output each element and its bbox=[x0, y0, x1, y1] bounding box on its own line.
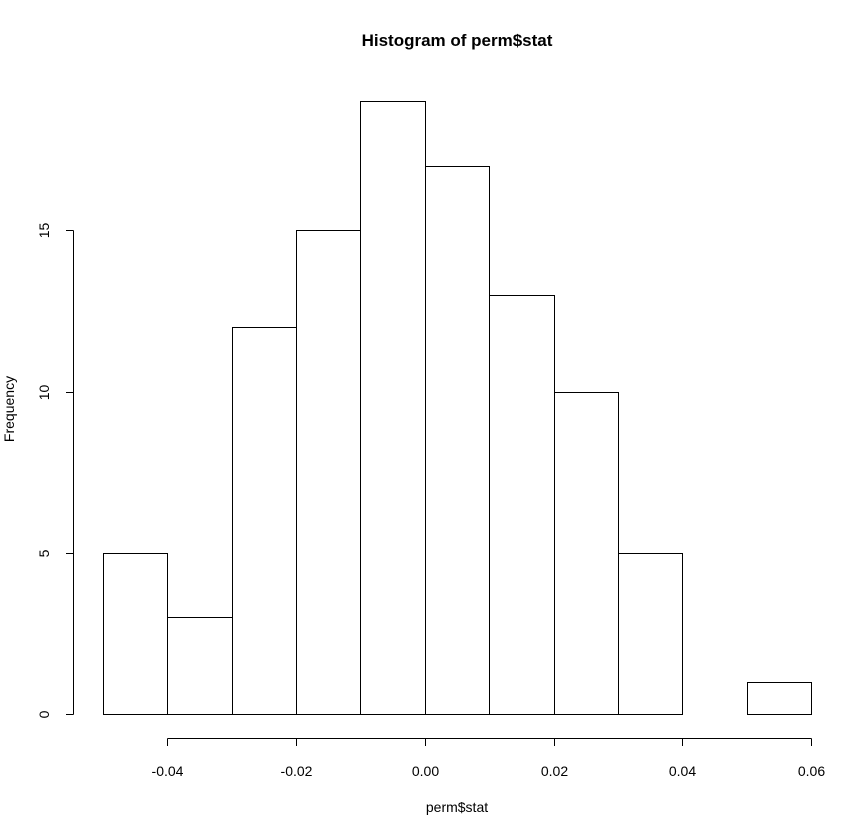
chart-title: Histogram of perm$stat bbox=[362, 31, 553, 50]
x-tick-label-1: -0.02 bbox=[281, 763, 313, 779]
histogram-bar-4 bbox=[360, 101, 426, 715]
y-axis-label: Frequency bbox=[1, 376, 17, 442]
bars-group bbox=[103, 101, 812, 715]
x-axis: -0.04 -0.02 0.00 0.02 0.04 0.06 bbox=[152, 738, 825, 779]
y-tick-label-0: 0 bbox=[36, 710, 52, 718]
histogram-bar-0 bbox=[103, 553, 168, 715]
histogram-bar-5 bbox=[425, 166, 490, 715]
y-axis: 0 5 10 15 bbox=[36, 223, 74, 718]
histogram-bar-7 bbox=[554, 392, 619, 715]
histogram-bar-2 bbox=[232, 327, 297, 715]
y-tick-label-3: 15 bbox=[36, 223, 52, 239]
x-tick-label-5: 0.06 bbox=[798, 763, 825, 779]
x-tick-label-2: 0.00 bbox=[412, 763, 439, 779]
y-tick-label-1: 5 bbox=[36, 549, 52, 557]
x-axis-label: perm$stat bbox=[426, 799, 488, 815]
x-tick-label-3: 0.02 bbox=[541, 763, 568, 779]
histogram-bar-10 bbox=[747, 682, 812, 715]
histogram-bar-3 bbox=[296, 230, 361, 715]
histogram-bar-6 bbox=[489, 295, 555, 715]
x-tick-label-0: -0.04 bbox=[152, 763, 184, 779]
y-tick-label-2: 10 bbox=[36, 385, 52, 401]
histogram-bar-1 bbox=[167, 617, 233, 715]
histogram-bar-8 bbox=[618, 553, 683, 715]
x-tick-label-4: 0.04 bbox=[669, 763, 696, 779]
